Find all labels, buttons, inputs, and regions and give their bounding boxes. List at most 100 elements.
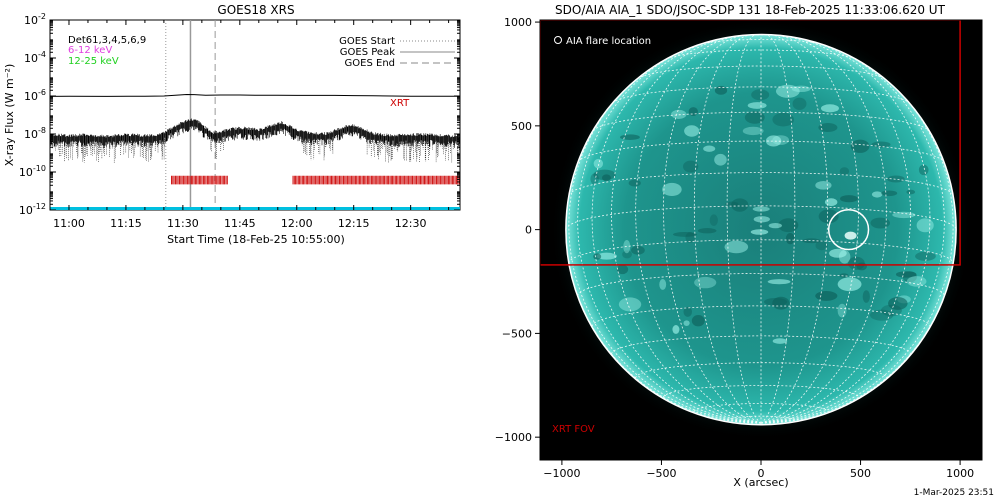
- active-region-blob: [829, 248, 847, 258]
- active-region-blob: [902, 271, 917, 283]
- xrt-label: XRT: [390, 98, 410, 109]
- active-region-blob: [763, 297, 788, 306]
- aia-x-tick-label: 1000: [946, 467, 974, 480]
- goes-y-tick-label: 10-10: [19, 164, 46, 179]
- active-region-blob: [918, 164, 929, 176]
- active-region-blob: [691, 315, 705, 327]
- active-region-blob: [871, 191, 883, 198]
- footer-date: 1-Mar-2025 23:51: [914, 488, 994, 498]
- goes-short-channel-trace: [49, 118, 460, 148]
- active-region-blob: [869, 309, 894, 321]
- active-region-blob: [697, 228, 717, 234]
- active-region-blob: [838, 249, 851, 264]
- active-region-blob: [672, 325, 680, 334]
- active-region-blob: [818, 209, 839, 224]
- goes-x-tick-label: 11:30: [167, 217, 199, 230]
- active-region-blob: [622, 250, 632, 259]
- active-region-blob: [593, 158, 603, 169]
- active-region-blob: [906, 276, 927, 287]
- active-region-blob: [742, 126, 764, 136]
- aia-y-tick-label: 1000: [504, 16, 532, 29]
- active-region-blob: [684, 125, 700, 137]
- active-region-blob: [916, 218, 934, 233]
- active-region-blob: [815, 180, 832, 190]
- aia-image-panel: SDO/AIA AIA_1 SDO/JSOC-SDP 131 18-Feb-20…: [495, 3, 983, 489]
- goes-long-channel-line: [49, 93, 460, 97]
- legend-goes-start: GOES Start: [339, 36, 395, 47]
- active-region-blob: [850, 139, 870, 153]
- active-region-blob: [837, 277, 862, 292]
- active-region-blob: [671, 109, 687, 119]
- active-region-blob: [724, 240, 749, 254]
- active-region-blob: [768, 222, 782, 229]
- active-region-blob: [837, 303, 847, 318]
- xrt-fov-box: [540, 20, 961, 266]
- active-region-blob: [840, 195, 858, 203]
- goes-ylabel: X-ray Flux (W m⁻²): [3, 64, 16, 166]
- active-region-blob: [772, 112, 795, 127]
- active-region-blob: [871, 141, 891, 148]
- active-region-blob: [772, 338, 788, 344]
- active-region-blob: [815, 240, 828, 251]
- flare-legend-label: AIA flare location: [566, 36, 651, 47]
- aia-x-tick-label: −500: [646, 467, 676, 480]
- goes-x-tick-label: 12:15: [338, 217, 370, 230]
- active-region-blob: [620, 134, 640, 140]
- active-region-blob: [623, 239, 631, 254]
- active-region-blob: [750, 229, 769, 235]
- active-region-blob: [802, 238, 821, 244]
- aia-y-ticks: −1000 −500 0 500 1000: [495, 16, 540, 444]
- aia-y-tick-label: −1000: [495, 431, 532, 444]
- active-region-blob: [593, 253, 602, 260]
- xrt-coverage-bar: [292, 175, 460, 185]
- goes-xlabel: Start Time (18-Feb-25 10:55:00): [167, 233, 345, 246]
- active-region-blob: [785, 232, 795, 245]
- aia-title: SDO/AIA AIA_1 SDO/JSOC-SDP 131 18-Feb-20…: [555, 3, 946, 17]
- active-region-blob: [659, 278, 667, 290]
- active-region-blob: [906, 189, 916, 195]
- active-region-blob: [895, 271, 917, 278]
- det-label: Det61,3,4,5,6,9: [68, 35, 146, 46]
- aia-xlabel: X (arcsec): [733, 476, 788, 489]
- active-region-blob: [628, 179, 641, 187]
- active-region-blob: [881, 190, 898, 197]
- active-region-blob: [709, 214, 718, 226]
- active-region-blob: [824, 198, 838, 207]
- active-region-blob: [862, 290, 870, 303]
- active-region-blob: [683, 320, 690, 326]
- active-region-blob: [683, 160, 699, 173]
- active-region-blob: [752, 206, 770, 212]
- aia-y-tick-label: −500: [502, 327, 532, 340]
- legend-goes-peak: GOES Peak: [340, 47, 395, 58]
- active-region-blob: [747, 102, 767, 109]
- active-region-blob: [672, 231, 697, 237]
- solar-limb: [565, 33, 957, 426]
- active-region-blob: [815, 291, 838, 301]
- aia-x-tick-label: 500: [850, 467, 871, 480]
- active-region-blob: [892, 211, 916, 219]
- goes-y-tick-label: 10-6: [24, 88, 46, 103]
- active-region-blob: [602, 174, 611, 182]
- goes-y-tick-label: 10-12: [19, 202, 46, 217]
- active-region-blob: [818, 123, 838, 132]
- legend-6-12kev: 6-12 keV: [68, 45, 112, 56]
- active-region-blob: [688, 107, 698, 117]
- active-region-blob: [662, 182, 682, 196]
- active-region-blob: [888, 296, 908, 310]
- active-region-blob: [616, 264, 629, 275]
- active-region-blob: [915, 251, 936, 261]
- active-region-blob: [590, 173, 599, 185]
- xrt-coverage-bar: [171, 175, 228, 185]
- active-region-blob: [839, 273, 849, 278]
- goes-y-tick-label: 10-4: [24, 50, 46, 65]
- active-region-blob: [714, 153, 727, 166]
- aia-x-tick-label: 0: [758, 467, 765, 480]
- xrt-fov-label: XRT FOV: [552, 424, 595, 435]
- aia-y-tick-label: 500: [511, 120, 532, 133]
- active-region-blob: [744, 111, 765, 124]
- goes-x-tick-label: 11:00: [53, 217, 85, 230]
- goes-xrs-plot: GOES18 XRS 11:00 11:15 11:30 11:45 12:00 12:1…: [3, 3, 461, 246]
- goes-y-tick-label: 10-2: [24, 12, 46, 27]
- active-region-blob: [683, 306, 692, 317]
